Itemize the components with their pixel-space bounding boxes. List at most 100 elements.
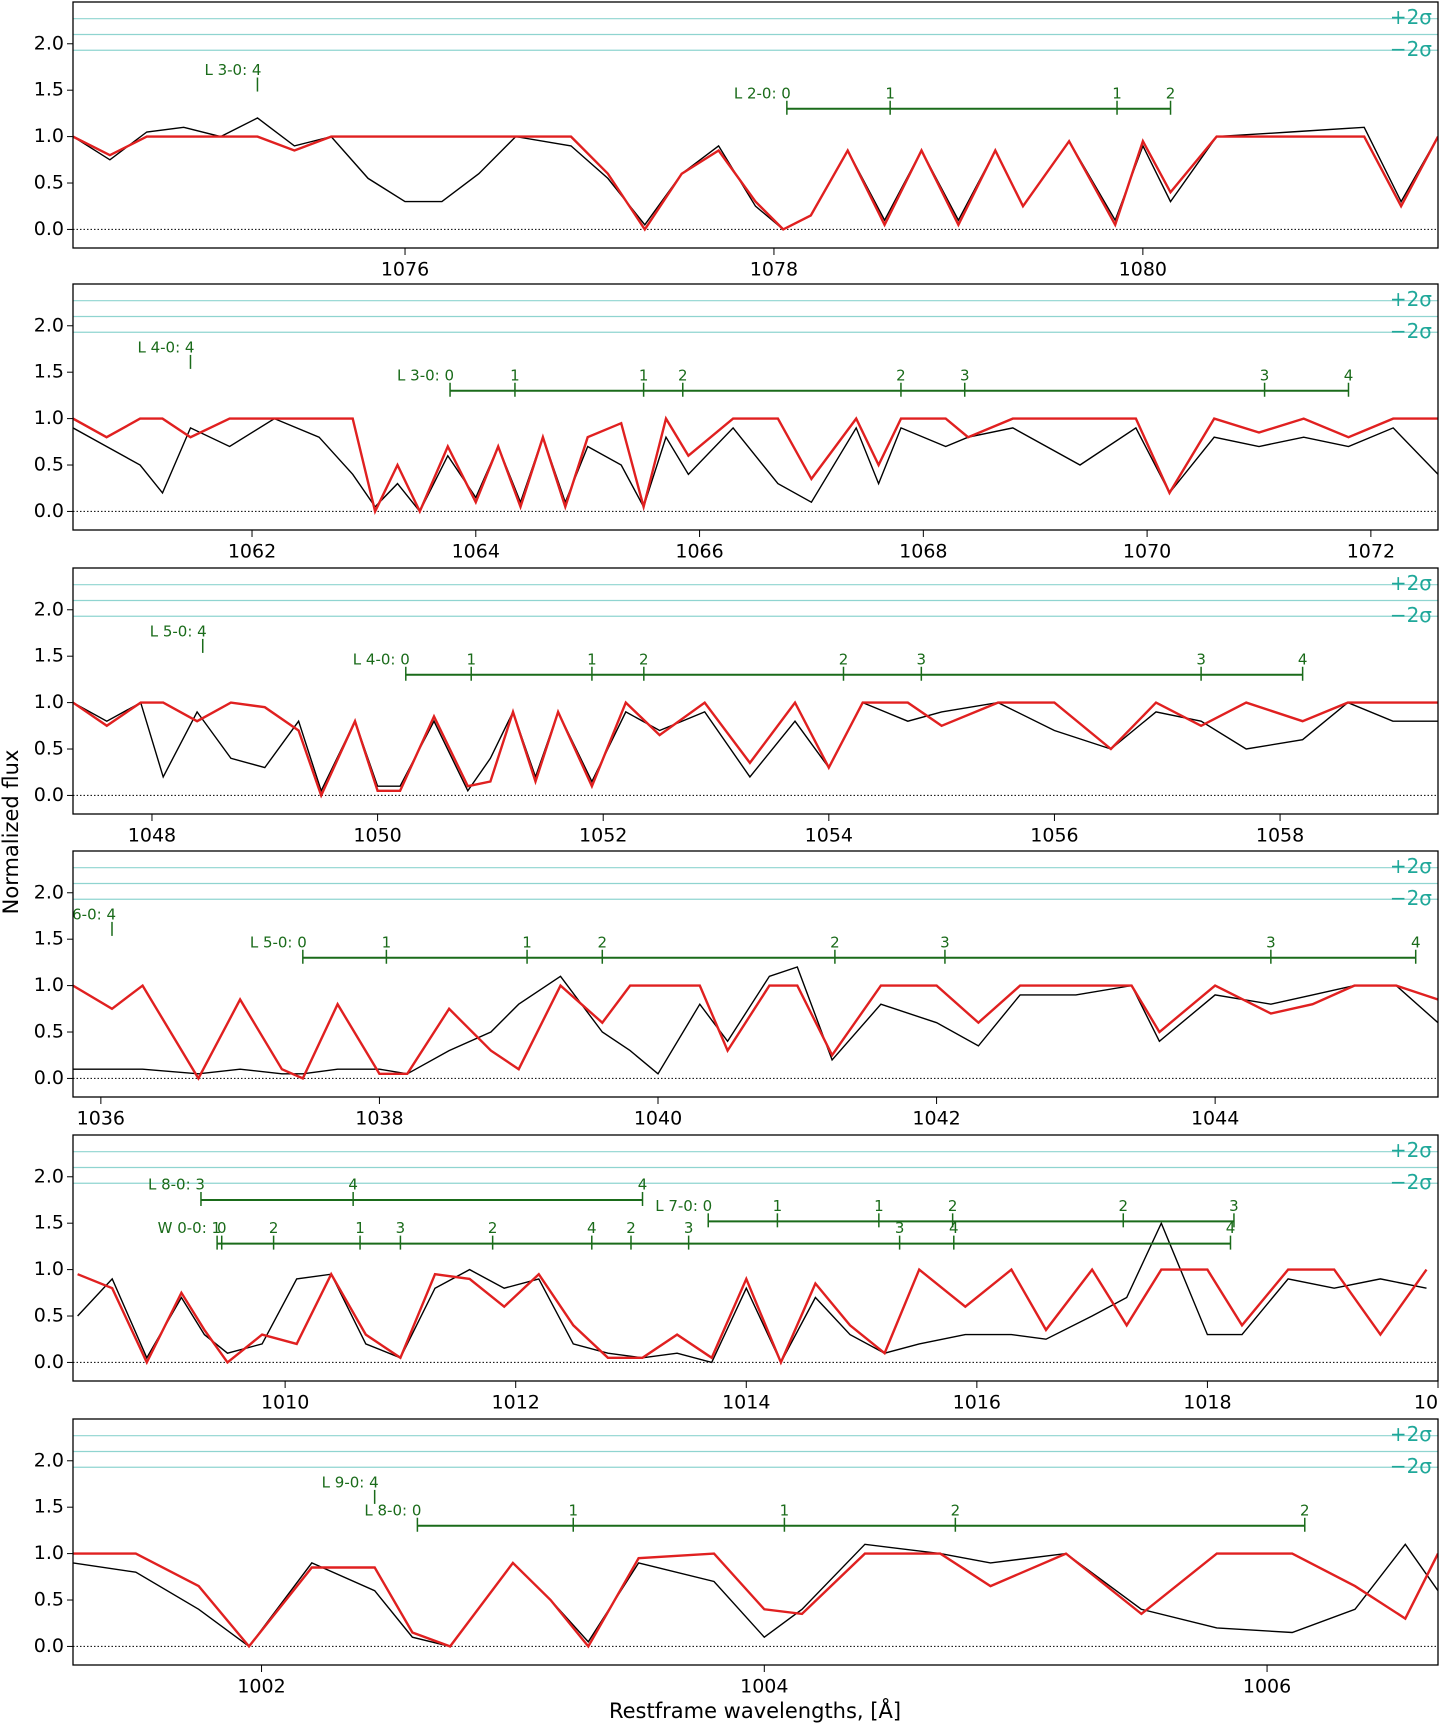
spectrum	[77, 1221, 1427, 1364]
y-tick-label: 0.0	[34, 1635, 64, 1657]
x-tick-label: 1052	[579, 825, 627, 847]
transition-label: 3	[960, 366, 970, 384]
x-tick-label: 1076	[381, 259, 429, 281]
transition-label: L 7-0: 0	[655, 1197, 712, 1215]
x-tick-label: 10	[1414, 1392, 1438, 1414]
transition-label: 2	[598, 933, 608, 951]
transition-label: L 5-0: 4	[150, 622, 207, 640]
sigma-label: −2σ	[1390, 1454, 1432, 1478]
y-tick-label: 0.0	[34, 784, 64, 806]
y-tick-label: 2.0	[34, 1449, 64, 1471]
transition-label: 4	[949, 1219, 959, 1237]
x-tick-label: 1012	[492, 1392, 540, 1414]
y-tick-label: 1.0	[34, 974, 64, 996]
x-tick-label: 1078	[750, 259, 798, 281]
y-tick-label: 1.5	[34, 928, 64, 950]
y-tick-label: 1.5	[34, 1212, 64, 1234]
transition-label: 3	[684, 1219, 694, 1237]
axes-frame	[72, 850, 1439, 1098]
transition-label: L 3-0: 0	[397, 366, 454, 384]
transition-label: L 2-0: 0	[734, 84, 791, 102]
transition-label: 2	[951, 1501, 961, 1519]
x-tick-label: 1080	[1119, 259, 1167, 281]
y-tick-label: 0.0	[34, 218, 64, 240]
sigma-label: −2σ	[1390, 886, 1432, 910]
transition-label: 4	[638, 1175, 648, 1193]
transition-label: 2	[269, 1219, 279, 1237]
sigma-label: +2σ	[1390, 1422, 1432, 1446]
x-tick-label: 1014	[722, 1392, 770, 1414]
sigma-label: +2σ	[1390, 571, 1432, 595]
spectrum	[73, 966, 1438, 1075]
x-tick-label: 1006	[1243, 1676, 1291, 1698]
transition-label: 4	[1298, 650, 1308, 668]
x-tick-label: 1064	[452, 541, 500, 563]
y-tick-label: 1.0	[34, 691, 64, 713]
x-tick-label: 1072	[1347, 541, 1395, 563]
model-fit	[73, 1552, 1438, 1649]
transition-label: 3	[396, 1219, 406, 1237]
transition-label: L 9-0: 4	[322, 1473, 379, 1491]
x-tick-label: 1036	[77, 1108, 125, 1130]
transition-label: 4	[587, 1219, 597, 1237]
transition-label: 3	[1260, 366, 1270, 384]
transition-label: 1	[587, 650, 597, 668]
x-tick-label: 1018	[1183, 1392, 1231, 1414]
transition-label: 1	[780, 1501, 790, 1519]
sigma-label: +2σ	[1390, 287, 1432, 311]
model-fit	[73, 700, 1438, 799]
x-tick-label: 1066	[675, 541, 723, 563]
transition-label: 4	[1226, 1219, 1236, 1237]
transition-label: 3	[895, 1219, 905, 1237]
transition-label: 2	[948, 1197, 958, 1215]
plot-area: L 9-0: 4 L 8-0: 0 1 1 2 2	[73, 1435, 1438, 1649]
transition-label: W 0-0: 1	[158, 1219, 221, 1237]
y-tick-label: 1.5	[34, 645, 64, 667]
y-tick-label: 0.5	[34, 454, 64, 476]
axes-frame	[72, 283, 1439, 531]
model-fit	[73, 135, 1438, 232]
x-tick-label: 1038	[355, 1108, 403, 1130]
transition-label: 4	[348, 1175, 358, 1193]
axes-frame	[72, 567, 1439, 815]
transition-label: 3	[917, 650, 927, 668]
transition-label: 2	[678, 366, 688, 384]
sigma-label: +2σ	[1390, 854, 1432, 878]
axes-frame	[72, 1418, 1439, 1666]
transition-label: L 4-0: 4	[137, 338, 194, 356]
y-tick-label: 1.0	[34, 407, 64, 429]
x-tick-label: 1050	[353, 825, 401, 847]
transition-label: 3	[940, 933, 950, 951]
transition-label: 2	[1166, 84, 1176, 102]
transition-label: 2	[639, 650, 649, 668]
axes-frame	[72, 1134, 1439, 1382]
y-tick-label: 0.5	[34, 1589, 64, 1611]
model-fit	[73, 415, 1438, 515]
x-tick-label: 1048	[128, 825, 176, 847]
y-tick-label: 1.0	[34, 1542, 64, 1564]
transition-label: 3	[1196, 650, 1206, 668]
plot-area: L 3-0: 4 L 2-0: 0 1 1 2	[73, 18, 1438, 232]
y-tick-label: 1.5	[34, 1496, 64, 1518]
transition-label: 3	[1266, 933, 1276, 951]
transition-label: 0	[217, 1219, 227, 1237]
transition-label: 1	[568, 1501, 578, 1519]
y-tick-label: 1.5	[34, 79, 64, 101]
x-tick-label: 1058	[1256, 825, 1304, 847]
y-tick-label: 0.0	[34, 500, 64, 522]
transition-label: 2	[896, 366, 906, 384]
y-tick-label: 0.5	[34, 738, 64, 760]
transition-label: 1	[1112, 84, 1122, 102]
y-tick-label: 0.0	[34, 1351, 64, 1373]
transition-label: 4	[1344, 366, 1354, 384]
y-tick-label: 1.5	[34, 361, 64, 383]
y-axis-label: Normalized flux	[0, 750, 23, 915]
spectrum	[73, 117, 1438, 231]
sigma-label: −2σ	[1390, 37, 1432, 61]
y-tick-label: 0.5	[34, 172, 64, 194]
plot-area: L 8-0: 3 4 4L 7-0: 0 1 1 2 2 3W 0-0: 10 2 1 3 2 4 2 3 3…	[73, 1151, 1438, 1366]
x-tick-label: 1044	[1191, 1108, 1239, 1130]
x-tick-label: 1070	[1123, 541, 1171, 563]
y-tick-label: 1.0	[34, 1258, 64, 1280]
transition-label: 4	[1411, 933, 1421, 951]
